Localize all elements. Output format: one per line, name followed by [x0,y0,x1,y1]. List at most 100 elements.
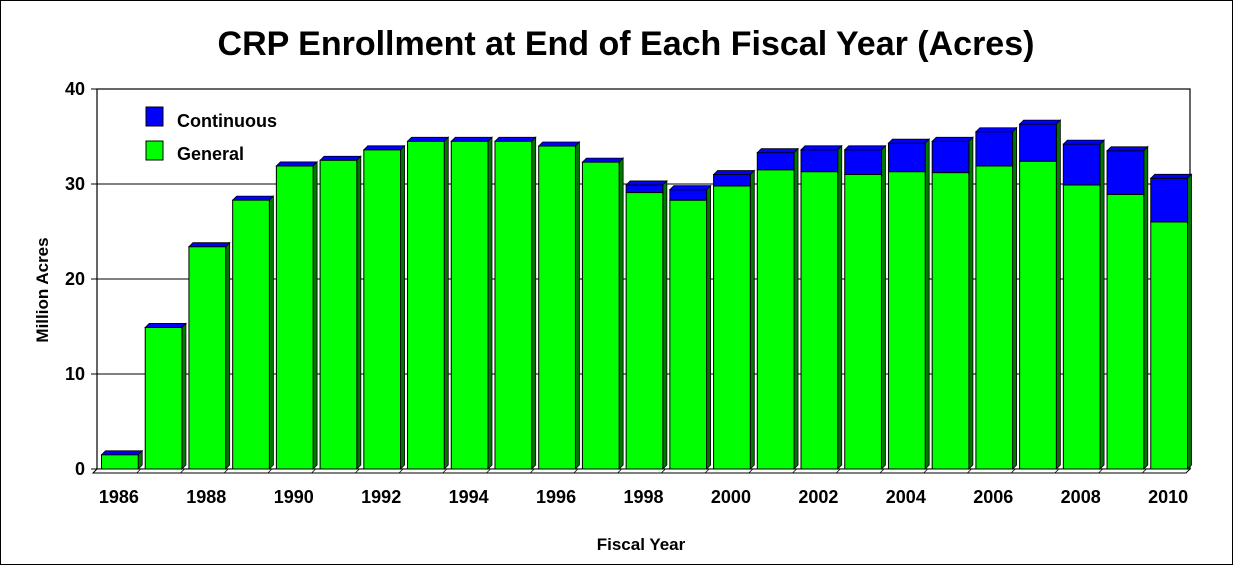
legend: Continuous General [145,106,277,164]
bar-continuous-2002 [800,149,839,173]
x-tick-mark [661,468,666,474]
bar-1994 [442,136,493,474]
bar-top [100,450,144,456]
bar-side [837,144,843,470]
bar-top [406,136,450,142]
bar-general-1994 [450,140,489,470]
bar-side [487,136,493,470]
bar-general-1992 [363,149,402,470]
x-tick-mark [573,468,579,474]
bar-general-1998 [625,192,664,470]
bar-2005 [923,136,974,474]
bar-top [1062,139,1106,145]
bar-general-2000 [713,185,751,470]
bar-2002 [792,144,843,474]
bar-general-1997 [581,161,620,470]
bar-side [356,155,362,470]
bar-top [581,157,625,163]
bar-top [712,170,756,175]
bar-general-1996 [538,145,576,470]
bar-continuous-2000 [713,174,751,187]
bar-side [312,160,318,470]
bar-side [575,141,580,470]
bar-side [400,144,405,470]
bar-side [706,184,711,470]
bar-top [494,136,537,142]
bar-continuous-2005 [931,140,970,174]
bar-2004 [879,138,931,474]
legend-label-general: General [177,144,244,164]
bar-continuous-2007 [1019,123,1057,162]
bar-general-2005 [931,172,970,470]
bar-top [319,155,362,161]
x-tick-mark [355,468,360,474]
bar-1986 [92,449,144,474]
bar-top [887,138,931,144]
bar-side [268,195,274,470]
x-tick-mark [311,468,316,474]
bar-top [843,145,887,151]
bar-1998 [617,179,668,474]
bar-side [1187,173,1192,470]
y-tick-label: 30 [65,174,85,194]
bar-top [1106,146,1149,152]
x-tick-mark [92,468,98,474]
bar-2008 [1054,139,1106,474]
bar-side [181,322,187,470]
bar-1999 [661,184,712,474]
bar-2010 [1141,173,1193,474]
y-axis-label: Million Acres [33,237,52,342]
x-tick-mark [1141,468,1147,474]
bar-general-2009 [1106,193,1145,470]
x-tick-mark [1010,468,1016,474]
bar-2001 [748,147,799,474]
x-tick-label: 1996 [536,487,576,507]
bar-continuous-2008 [1062,143,1101,186]
chart-title: CRP Enrollment at End of Each Fiscal Yea… [218,25,1035,63]
bar-2003 [835,144,887,474]
x-tick-mark [136,468,142,474]
bar-general-2007 [1019,160,1057,470]
x-tick-label: 2006 [973,487,1013,507]
bar-side [924,138,930,470]
bar-side [443,136,449,470]
bar-top [275,161,319,167]
x-axis-label: Fiscal Year [597,535,686,554]
x-tick-mark [398,468,404,474]
bar-general-1986 [100,454,139,470]
bar-1997 [573,157,625,474]
bar-2009 [1098,145,1149,474]
bar-1989 [223,195,275,474]
bar-1990 [267,160,319,474]
bar-1992 [355,144,406,474]
bar-2007 [1010,119,1062,474]
x-tick-label: 2004 [886,487,926,507]
bar-continuous-2010 [1150,177,1189,223]
bar-1991 [311,155,362,474]
x-tick-label: 1986 [99,487,139,507]
x-tick-mark [617,468,622,474]
bar-1988 [180,241,231,474]
x-tick-mark [792,468,797,474]
bar-side [968,136,974,470]
bar-general-1995 [494,140,533,470]
x-tick-mark [529,468,535,474]
bar-general-1993 [407,140,445,470]
x-tick-label: 2008 [1061,487,1101,507]
bar-side [1143,145,1149,470]
bar-general-1999 [669,199,708,470]
bar-1993 [398,136,450,474]
bar-side [793,147,799,470]
x-tick-mark [967,468,972,474]
x-tick-label: 1994 [449,487,489,507]
bar-continuous-1998 [625,184,664,194]
y-tick-label: 40 [65,79,85,99]
bar-general-1989 [232,199,270,470]
x-tick-mark [486,468,491,474]
bar-top [800,145,843,151]
x-tick-mark [748,468,754,474]
bar-side [1099,139,1105,470]
bar-general-2008 [1062,184,1101,470]
y-tick-label: 0 [75,459,85,479]
